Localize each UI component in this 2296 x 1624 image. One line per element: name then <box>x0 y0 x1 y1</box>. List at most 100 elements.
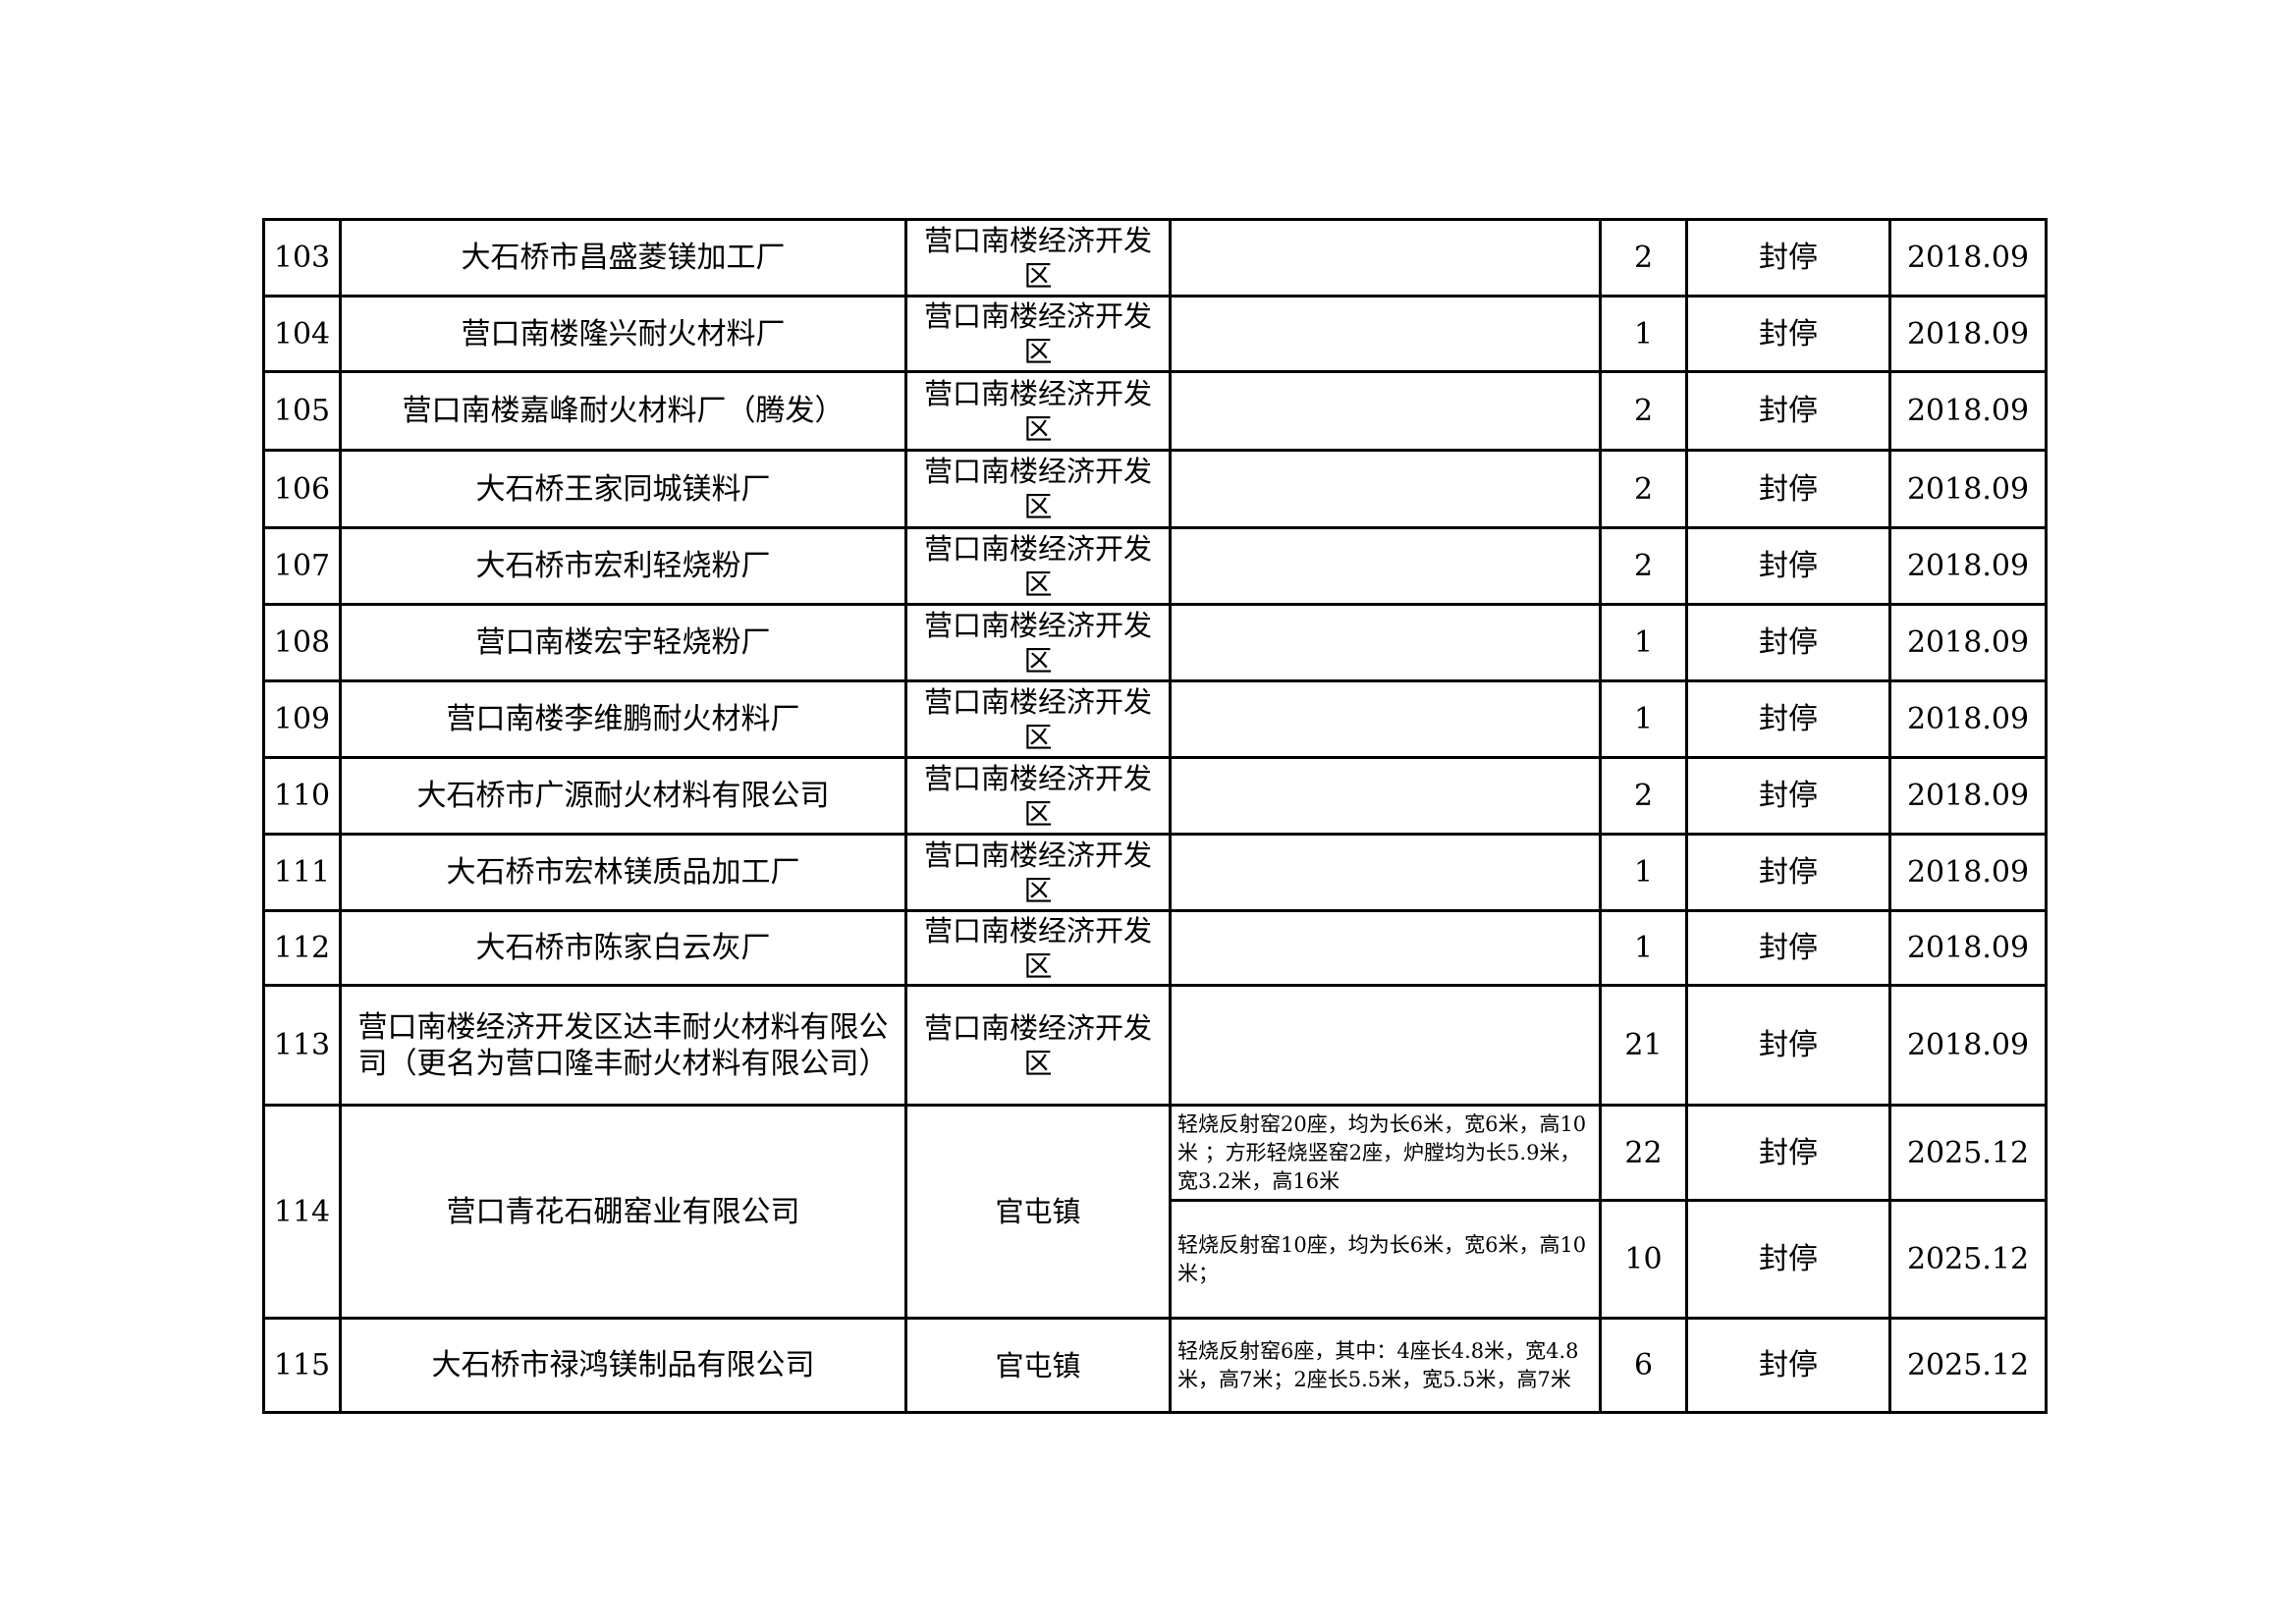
kiln-count: 22 <box>1599 1104 1688 1202</box>
location-zone: 营口南楼经济开发区 <box>904 526 1172 606</box>
kiln-count: 1 <box>1599 679 1688 759</box>
table-row: 111 大石桥市宏林镁质品加工厂 营口南楼经济开发区 1 封停 2018.09 <box>262 833 2048 912</box>
kiln-description: 轻烧反射窑20座，均为长6米，宽6米，高10米 ；方形轻烧竖窑2座，炉膛均为长5… <box>1169 1104 1602 1202</box>
kiln-description <box>1169 603 1602 682</box>
kiln-count: 10 <box>1599 1199 1688 1320</box>
status: 封停 <box>1685 833 1891 912</box>
location-zone: 营口南楼经济开发区 <box>904 833 1172 912</box>
deadline-date: 2018.09 <box>1888 833 2048 912</box>
location-zone: 官屯镇 <box>904 1317 1172 1414</box>
status: 封停 <box>1685 756 1891 836</box>
table-row: 112 大石桥市陈家白云灰厂 营口南楼经济开发区 1 封停 2018.09 <box>262 909 2048 987</box>
table-row: 103 大石桥市昌盛菱镁加工厂 营口南楼经济开发区 2 封停 2018.09 <box>262 218 2048 298</box>
kiln-count: 1 <box>1599 909 1688 987</box>
kiln-description <box>1169 679 1602 759</box>
kiln-description: 轻烧反射窑10座，均为长6米，宽6米，高10米； <box>1169 1199 1602 1320</box>
deadline-date: 2025.12 <box>1888 1104 2048 1202</box>
deadline-date: 2025.12 <box>1888 1317 2048 1414</box>
location-zone: 营口南楼经济开发区 <box>904 449 1172 529</box>
deadline-date: 2018.09 <box>1888 984 2048 1107</box>
table-row: 113 营口南楼经济开发区达丰耐火材料有限公司（更名为营口隆丰耐火材料有限公司）营… <box>262 984 2048 1107</box>
row-number: 114 <box>262 1104 342 1320</box>
deadline-date: 2018.09 <box>1888 526 2048 606</box>
table-row: 108 营口南楼宏宇轻烧粉厂 营口南楼经济开发区 1 封停 2018.09 <box>262 603 2048 682</box>
table-row: 110 大石桥市广源耐火材料有限公司 营口南楼经济开发区 2 封停 2018.09 <box>262 756 2048 836</box>
row-number: 105 <box>262 370 342 452</box>
status: 封停 <box>1685 370 1891 452</box>
deadline-date: 2018.09 <box>1888 370 2048 452</box>
row-number: 110 <box>262 756 342 836</box>
status: 封停 <box>1685 218 1891 298</box>
location-zone: 营口南楼经济开发区 <box>904 218 1172 298</box>
enterprise-name: 营口南楼隆兴耐火材料厂 <box>339 295 907 373</box>
enterprise-name: 大石桥王家同城镁料厂 <box>339 449 907 529</box>
status: 封停 <box>1685 1199 1891 1320</box>
enterprise-name: 营口青花石硼窑业有限公司 <box>339 1104 907 1320</box>
enterprise-name: 营口南楼经济开发区达丰耐火材料有限公司（更名为营口隆丰耐火材料有限公司） <box>339 984 907 1107</box>
kiln-count: 2 <box>1599 370 1688 452</box>
kiln-description <box>1169 449 1602 529</box>
row-number: 107 <box>262 526 342 606</box>
enterprise-name: 大石桥市广源耐火材料有限公司 <box>339 756 907 836</box>
deadline-date: 2025.12 <box>1888 1199 2048 1320</box>
enterprise-name: 营口南楼宏宇轻烧粉厂 <box>339 603 907 682</box>
kiln-description <box>1169 833 1602 912</box>
kiln-count: 1 <box>1599 295 1688 373</box>
status: 封停 <box>1685 295 1891 373</box>
kiln-count: 6 <box>1599 1317 1688 1414</box>
kiln-count: 2 <box>1599 449 1688 529</box>
row-number: 103 <box>262 218 342 298</box>
location-zone: 营口南楼经济开发区 <box>904 679 1172 759</box>
kiln-description <box>1169 756 1602 836</box>
table-row: 轻烧反射窑10座，均为长6米，宽6米，高10米； 10 封停 2025.12 <box>264 1199 2048 1320</box>
enterprise-name: 大石桥市陈家白云灰厂 <box>339 909 907 987</box>
kiln-count: 1 <box>1599 603 1688 682</box>
kiln-count: 2 <box>1599 756 1688 836</box>
kiln-count: 2 <box>1599 526 1688 606</box>
status: 封停 <box>1685 984 1891 1107</box>
kiln-description <box>1169 295 1602 373</box>
row-number: 108 <box>262 603 342 682</box>
table-row: 107 大石桥市宏利轻烧粉厂 营口南楼经济开发区 2 封停 2018.09 <box>262 526 2048 606</box>
deadline-date: 2018.09 <box>1888 218 2048 298</box>
table-row: 104 营口南楼隆兴耐火材料厂 营口南楼经济开发区 1 封停 2018.09 <box>262 295 2048 373</box>
location-zone: 营口南楼经济开发区 <box>904 984 1172 1107</box>
table-row: 109 营口南楼李维鹏耐火材料厂 营口南楼经济开发区 1 封停 2018.09 <box>262 679 2048 759</box>
enterprise-name: 大石桥市昌盛菱镁加工厂 <box>339 218 907 298</box>
location-zone: 营口南楼经济开发区 <box>904 909 1172 987</box>
status: 封停 <box>1685 679 1891 759</box>
row-number: 112 <box>262 909 342 987</box>
kiln-count: 21 <box>1599 984 1688 1107</box>
deadline-date: 2018.09 <box>1888 449 2048 529</box>
location-zone: 官屯镇 <box>904 1104 1172 1320</box>
status: 封停 <box>1685 449 1891 529</box>
row-number: 104 <box>262 295 342 373</box>
row-number: 109 <box>262 679 342 759</box>
row-number: 111 <box>262 833 342 912</box>
table-row: 114 营口青花石硼窑业有限公司 官屯镇 轻烧反射窑20座，均为长6米，宽6米，高10… <box>262 1104 2048 1320</box>
row-number: 113 <box>262 984 342 1107</box>
deadline-date: 2018.09 <box>1888 603 2048 682</box>
enterprise-name: 大石桥市禄鸿镁制品有限公司 <box>339 1317 907 1414</box>
row-number: 106 <box>262 449 342 529</box>
deadline-date: 2018.09 <box>1888 679 2048 759</box>
kiln-count: 2 <box>1599 218 1688 298</box>
kiln-description <box>1169 984 1602 1107</box>
deadline-date: 2018.09 <box>1888 756 2048 836</box>
kiln-description <box>1169 909 1602 987</box>
row-number: 115 <box>262 1317 342 1414</box>
kiln-count: 1 <box>1599 833 1688 912</box>
enterprise-name: 营口南楼嘉峰耐火材料厂（腾发） <box>339 370 907 452</box>
deadline-date: 2018.09 <box>1888 909 2048 987</box>
kiln-description: 轻烧反射窑6座，其中：4座长4.8米，宽4.8米，高7米；2座长5.5米，宽5.… <box>1169 1317 1602 1414</box>
table-row: 105 营口南楼嘉峰耐火材料厂（腾发） 营口南楼经济开发区 2 封停 2018.09 <box>262 370 2048 452</box>
status: 封停 <box>1685 1104 1891 1202</box>
enterprise-name: 大石桥市宏利轻烧粉厂 <box>339 526 907 606</box>
table-row: 106 大石桥王家同城镁料厂 营口南楼经济开发区 2 封停 2018.09 <box>262 449 2048 529</box>
location-zone: 营口南楼经济开发区 <box>904 370 1172 452</box>
deadline-date: 2018.09 <box>1888 295 2048 373</box>
kiln-description <box>1169 526 1602 606</box>
location-zone: 营口南楼经济开发区 <box>904 295 1172 373</box>
status: 封停 <box>1685 909 1891 987</box>
table-row: 115 大石桥市禄鸿镁制品有限公司 官屯镇 轻烧反射窑6座，其中：4座长4.8米，宽4… <box>262 1317 2048 1414</box>
